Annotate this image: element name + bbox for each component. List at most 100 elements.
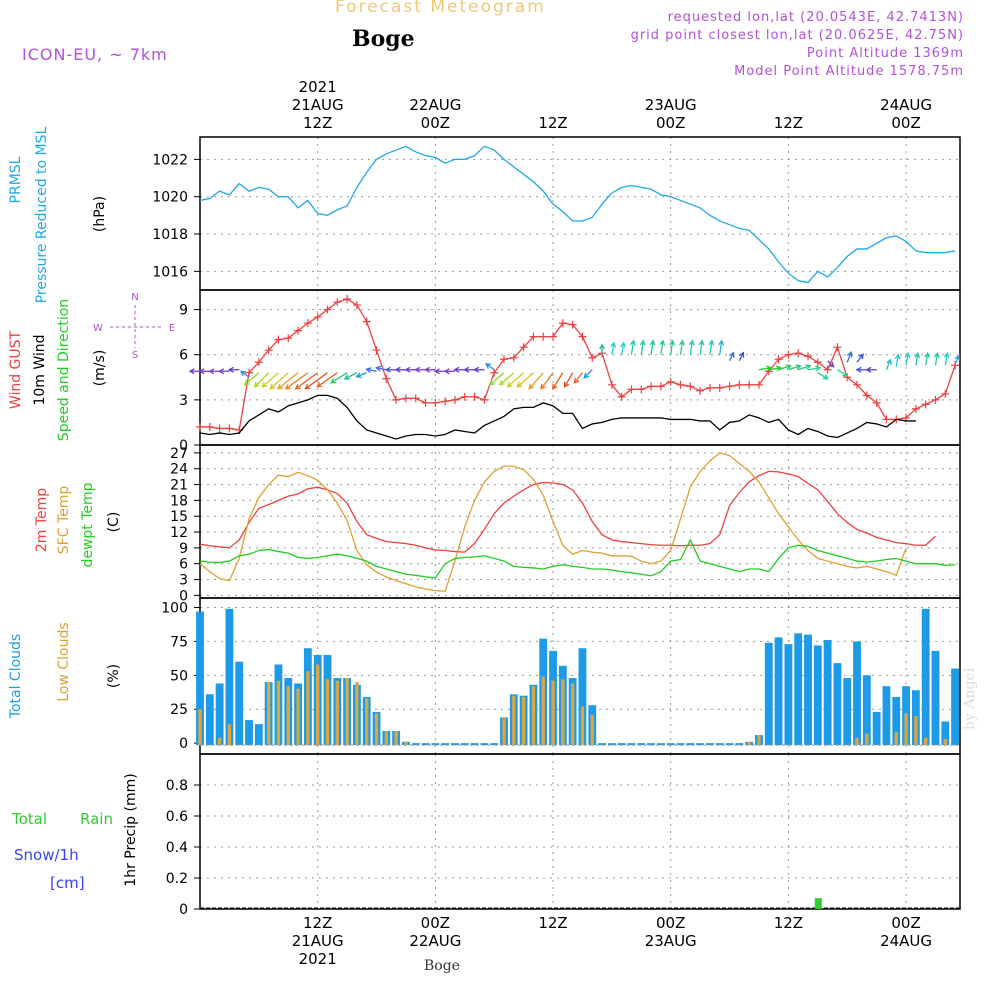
wind-arrow-icon bbox=[528, 372, 544, 390]
wind-arrow-head bbox=[488, 379, 496, 386]
wind-arrow-icon bbox=[563, 372, 574, 388]
panel-frame bbox=[199, 289, 961, 446]
wind-arrow-icon bbox=[243, 372, 260, 386]
wind-arrow-icon bbox=[284, 372, 309, 390]
wind-arrow-head bbox=[506, 381, 513, 388]
total-cloud-bar bbox=[882, 686, 891, 746]
gust-point bbox=[343, 295, 352, 304]
gust-point bbox=[656, 382, 665, 391]
gust-point bbox=[196, 422, 204, 431]
total-cloud-bar bbox=[794, 633, 803, 746]
wind-arrow-shaft bbox=[489, 372, 505, 386]
wind-arrow-icon bbox=[933, 351, 940, 366]
wind-arrow-shaft bbox=[499, 372, 515, 386]
total-cloud-bar bbox=[666, 743, 675, 746]
wind-arrow-head bbox=[886, 358, 892, 365]
low-cloud-bar bbox=[943, 739, 947, 746]
wind-arrow-icon bbox=[394, 366, 406, 373]
wind-speed-line bbox=[199, 394, 916, 440]
wind-arrow-shaft bbox=[611, 342, 615, 355]
wind-arrow-shaft bbox=[856, 353, 864, 363]
wind-arrow-icon bbox=[198, 368, 210, 375]
y-tick-label: 100 bbox=[161, 600, 188, 616]
wind-arrow-head bbox=[433, 368, 440, 375]
wind-arrow-icon bbox=[552, 372, 564, 390]
wind-arrow-icon bbox=[620, 341, 626, 355]
gust-point bbox=[853, 380, 862, 389]
pressure-line bbox=[199, 145, 956, 284]
y-tick-label: 1016 bbox=[152, 264, 188, 280]
wind-arrow-head bbox=[688, 339, 695, 346]
gust-point bbox=[568, 320, 577, 329]
total-cloud-bar bbox=[931, 650, 940, 746]
low-cloud-bar bbox=[904, 713, 908, 746]
wind-arrow-head bbox=[846, 350, 853, 358]
gust-point bbox=[460, 392, 469, 401]
wind-arrow-icon bbox=[239, 370, 250, 378]
wind-arrow-head bbox=[679, 339, 685, 346]
pressure-label-2: Pressure Reduced to MSL bbox=[34, 126, 50, 303]
wind-arrow-head bbox=[516, 381, 523, 388]
total-cloud-bar bbox=[833, 663, 842, 746]
low-cloud-bar bbox=[345, 678, 349, 746]
wind-arrow-head bbox=[218, 368, 225, 375]
total-cloud-bar bbox=[480, 743, 489, 746]
low-cloud-bar bbox=[365, 698, 369, 746]
wind-arrow-shaft bbox=[954, 355, 960, 365]
wind-arrow-shaft bbox=[827, 360, 835, 368]
total-cloud-bar bbox=[578, 648, 587, 746]
wind-arrow-shaft bbox=[905, 353, 909, 366]
low-cloud-bar bbox=[757, 735, 761, 746]
wind-arrow-head bbox=[610, 341, 617, 348]
pressure-label-1: PRMSL bbox=[8, 156, 24, 203]
low-cloud-bar bbox=[394, 730, 398, 746]
wind-arrow-icon bbox=[855, 366, 867, 373]
gust-point bbox=[215, 424, 224, 433]
wind-arrow-icon bbox=[778, 364, 792, 371]
low-cloud-bar bbox=[914, 716, 918, 746]
bottom-hour-label: 12Z bbox=[774, 914, 803, 932]
wind-arrow-icon bbox=[639, 339, 646, 355]
wind-arrow-icon bbox=[904, 351, 911, 366]
gust-point bbox=[264, 346, 273, 355]
wind-arrow-head bbox=[253, 381, 260, 388]
bottom-hour-label: 00Z bbox=[656, 914, 685, 932]
gust-point bbox=[774, 355, 783, 364]
wind-arrow-shaft bbox=[244, 372, 260, 386]
compass-e: E bbox=[169, 323, 175, 334]
gust-point bbox=[715, 383, 724, 392]
total-cloud-bar bbox=[774, 637, 783, 746]
total-cloud-bar bbox=[451, 743, 459, 746]
wind-arrow-icon bbox=[914, 351, 921, 366]
gust-point bbox=[225, 424, 234, 433]
panel-precip: 0 0.2 0.4 0.6 0.8 bbox=[166, 753, 961, 918]
top-hour-label: 00Z bbox=[891, 114, 920, 132]
wind-arrow-icon bbox=[827, 360, 835, 368]
total-cloud-bar bbox=[764, 642, 773, 746]
wind-arrow-head bbox=[540, 383, 546, 390]
wind-arrow-icon bbox=[817, 372, 829, 380]
precip-unit: 1hr Precip (mm) bbox=[123, 773, 139, 886]
wind-arrow-icon bbox=[698, 339, 705, 355]
wind-arrow-shaft bbox=[305, 372, 328, 390]
wind-arrow-icon bbox=[304, 372, 328, 390]
sfc-temp-line bbox=[199, 452, 907, 592]
wind-arrow-shaft bbox=[797, 365, 811, 371]
footer-station: Boge bbox=[424, 958, 460, 974]
wind-arrow-shaft bbox=[507, 372, 525, 388]
wind-arrow-icon bbox=[294, 372, 319, 390]
low-cloud-bar bbox=[924, 737, 928, 746]
y-tick-label: 12 bbox=[170, 525, 188, 541]
wind-arrow-head bbox=[243, 379, 250, 386]
wind-arrow-icon bbox=[728, 351, 735, 362]
wind-arrow-head bbox=[904, 351, 911, 359]
gust-point bbox=[470, 392, 479, 401]
top-date-label: 23AUG bbox=[645, 96, 697, 114]
wind-arrow-icon bbox=[516, 372, 534, 388]
wind-arrow-icon bbox=[718, 339, 725, 355]
gust-point bbox=[931, 395, 940, 404]
wind-arrow-icon bbox=[506, 372, 525, 388]
low-cloud-bar bbox=[531, 686, 536, 746]
wind-arrow-icon bbox=[473, 366, 485, 373]
